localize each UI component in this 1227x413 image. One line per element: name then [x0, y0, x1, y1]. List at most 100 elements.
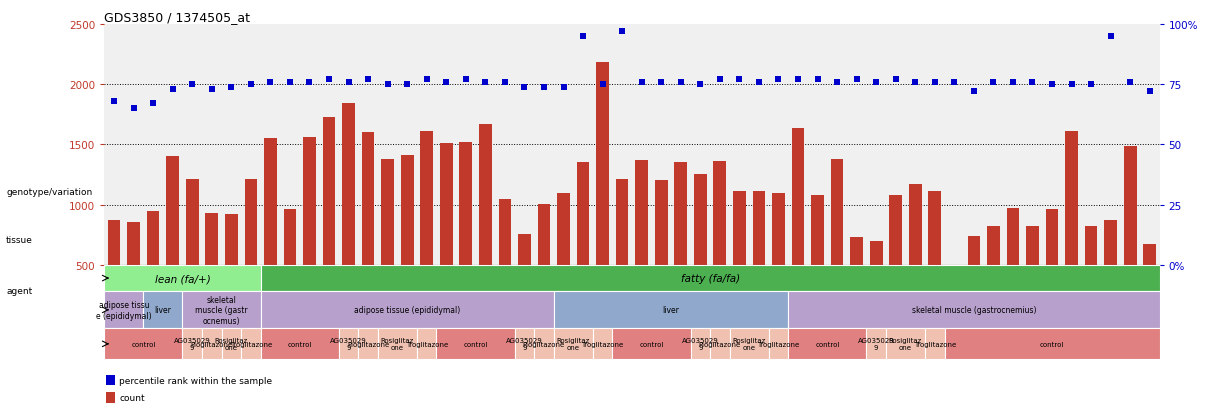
Text: fatty (fa/fa): fatty (fa/fa) [681, 273, 740, 283]
Point [847, 77, 866, 83]
Point [240, 82, 260, 88]
Point [652, 79, 671, 86]
Bar [167, 157, 179, 265]
Text: count: count [119, 393, 145, 402]
Bar [479, 125, 492, 265]
Point [476, 79, 496, 86]
Bar [557, 193, 569, 265]
Bar [514, 329, 534, 359]
Point [456, 77, 476, 83]
Bar [791, 128, 805, 265]
Point [1022, 79, 1042, 86]
Point [710, 77, 730, 83]
Text: AG035029
9: AG035029 9 [682, 337, 719, 351]
Point [494, 79, 514, 86]
Text: tissue: tissue [6, 235, 33, 244]
Bar [440, 144, 453, 265]
Bar [929, 192, 941, 265]
Point [964, 89, 984, 95]
Bar [925, 329, 945, 359]
Point [163, 86, 183, 93]
Text: Rosiglitaz
one: Rosiglitaz one [557, 337, 590, 351]
Bar [866, 329, 886, 359]
Bar [264, 139, 277, 265]
Text: adipose tissu
e (epididymal): adipose tissu e (epididymal) [96, 300, 152, 320]
Bar [128, 223, 140, 265]
Bar [108, 221, 120, 265]
Bar [553, 292, 788, 329]
Bar [733, 192, 746, 265]
Point [945, 79, 964, 86]
Bar [104, 265, 260, 292]
Bar [612, 329, 691, 359]
Point [144, 101, 163, 107]
Text: Troglitazone: Troglitazone [406, 341, 448, 347]
Bar [534, 329, 553, 359]
Bar [518, 235, 531, 265]
Point [1081, 82, 1101, 88]
Bar [1065, 132, 1079, 265]
Bar [437, 329, 514, 359]
Point [866, 79, 886, 86]
Text: liver: liver [155, 306, 172, 315]
Bar [886, 329, 925, 359]
Point [788, 77, 807, 83]
Text: control: control [464, 341, 488, 347]
Bar [183, 329, 202, 359]
Text: control: control [131, 341, 156, 347]
Bar [1124, 146, 1136, 265]
Bar [185, 180, 199, 265]
Bar [401, 155, 413, 265]
Text: Pioglitazone: Pioglitazone [698, 341, 741, 347]
Text: liver: liver [663, 306, 680, 315]
Point [553, 84, 573, 90]
Bar [362, 133, 374, 265]
Bar [1045, 210, 1059, 265]
Bar [616, 180, 628, 265]
Point [1101, 33, 1120, 40]
Point [1140, 89, 1160, 95]
Bar [713, 162, 726, 265]
Point [378, 82, 398, 88]
Bar [147, 211, 160, 265]
Bar [1006, 209, 1020, 265]
Point [319, 77, 339, 83]
Bar [811, 195, 823, 265]
Bar [459, 142, 472, 265]
Bar [987, 227, 1000, 265]
Bar [768, 329, 788, 359]
Bar [104, 292, 144, 329]
Text: Troglitazone: Troglitazone [582, 341, 623, 347]
Text: genotype/variation: genotype/variation [6, 188, 92, 197]
Text: AG035029
9: AG035029 9 [330, 337, 367, 351]
Bar [1026, 227, 1039, 265]
Bar [752, 192, 766, 265]
Point [730, 77, 750, 83]
Point [671, 79, 691, 86]
Bar [831, 159, 843, 265]
Bar [577, 163, 589, 265]
Point [437, 79, 456, 86]
Point [1042, 82, 1061, 88]
Point [886, 77, 906, 83]
Point [984, 79, 1004, 86]
Bar [205, 214, 218, 265]
Point [750, 79, 769, 86]
Bar [104, 329, 183, 359]
Point [1004, 79, 1023, 86]
Bar [636, 161, 648, 265]
Point [183, 82, 202, 88]
Bar [537, 204, 551, 265]
Point [925, 79, 945, 86]
Text: control: control [639, 341, 664, 347]
Bar [498, 199, 512, 265]
Bar [948, 265, 961, 274]
Bar [694, 175, 707, 265]
Text: Pioglitazone: Pioglitazone [190, 341, 233, 347]
Bar [339, 329, 358, 359]
Bar [788, 292, 1160, 329]
Bar [968, 236, 980, 265]
Point [827, 79, 847, 86]
Bar [593, 329, 612, 359]
Point [1061, 82, 1081, 88]
